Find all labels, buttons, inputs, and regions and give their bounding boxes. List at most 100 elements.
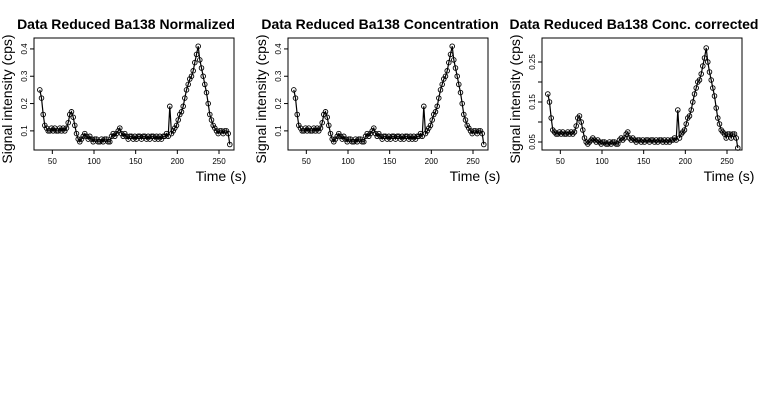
data-point — [366, 133, 372, 140]
data-point — [190, 68, 196, 74]
data-point — [208, 117, 215, 123]
data-point — [153, 133, 160, 140]
data-point — [207, 111, 213, 118]
data-point — [87, 133, 93, 140]
data-point — [573, 123, 579, 129]
data-point — [733, 135, 739, 141]
chart-title: Data Reduced Ba138 Conc. corrected — [510, 16, 759, 32]
data-point — [422, 130, 429, 137]
data-point — [172, 125, 178, 131]
data-point — [165, 133, 171, 140]
data-point — [80, 133, 86, 140]
data-point — [118, 130, 125, 137]
data-point — [168, 130, 175, 137]
data-point — [311, 125, 317, 131]
x-tick-label: 200 — [425, 157, 439, 166]
data-point — [296, 122, 302, 129]
data-point — [681, 127, 688, 133]
data-point — [205, 100, 211, 107]
data-point — [461, 111, 467, 118]
data-point — [85, 136, 91, 142]
data-point — [130, 136, 136, 142]
y-tick-label: 0.15 — [528, 94, 537, 110]
data-point — [376, 130, 382, 137]
data-point — [329, 136, 335, 142]
data-point — [70, 114, 76, 120]
data-point — [82, 130, 88, 137]
data-point — [384, 136, 390, 142]
chart-panel-2: Data Reduced Ba138 Concentration 50 100 150… — [253, 16, 500, 184]
data-point — [447, 51, 454, 58]
data-point — [115, 128, 121, 134]
data-point — [83, 133, 90, 140]
data-point — [688, 107, 694, 113]
data-point — [374, 133, 380, 140]
data-point — [128, 133, 135, 140]
x-tick-label: 250 — [720, 157, 734, 166]
data-point — [334, 133, 340, 140]
data-point — [735, 145, 741, 151]
data-point — [78, 136, 85, 142]
data-point — [162, 133, 168, 140]
data-point — [479, 130, 485, 137]
data-point — [48, 125, 55, 131]
data-point — [292, 95, 299, 101]
data-point — [112, 133, 118, 140]
data-point — [55, 128, 61, 134]
data-point — [439, 81, 445, 88]
data-point — [711, 93, 718, 99]
data-point — [102, 136, 108, 142]
data-point — [103, 136, 110, 142]
data-point — [75, 136, 81, 142]
data-point — [442, 73, 449, 79]
data-point — [182, 95, 188, 101]
data-point — [576, 113, 583, 119]
data-point — [451, 57, 457, 63]
data-point — [369, 128, 375, 134]
data-point — [454, 73, 460, 79]
data-point — [321, 111, 327, 118]
data-point — [686, 113, 693, 119]
data-point — [459, 100, 465, 107]
data-point — [107, 139, 113, 145]
data-point — [337, 133, 344, 140]
data-point — [424, 128, 430, 134]
y-tick-label: 0.3 — [274, 70, 283, 82]
x-tick-label: 100 — [595, 157, 609, 166]
data-point — [227, 141, 233, 148]
data-point — [409, 136, 415, 142]
data-point — [192, 59, 198, 66]
data-point — [456, 81, 462, 88]
y-tick-label: 0.2 — [274, 97, 283, 109]
data-point — [173, 122, 180, 129]
data-point — [198, 65, 205, 71]
data-point — [412, 136, 419, 142]
data-point — [708, 77, 714, 83]
data-point — [314, 125, 320, 131]
data-point — [67, 111, 73, 118]
data-point — [193, 51, 200, 58]
x-tick-label: 50 — [48, 157, 57, 166]
data-point — [155, 136, 161, 142]
data-point — [690, 99, 696, 105]
data-point — [309, 128, 315, 134]
data-point — [40, 111, 46, 118]
data-point — [72, 122, 78, 129]
data-point — [38, 95, 45, 101]
data-point — [397, 136, 404, 142]
data-point — [291, 87, 297, 93]
data-point — [437, 87, 444, 93]
data-point — [150, 133, 156, 140]
data-point — [341, 133, 347, 140]
data-point — [77, 139, 83, 145]
data-point — [170, 128, 176, 134]
data-point — [431, 111, 437, 118]
data-point — [691, 91, 698, 97]
data-point — [195, 43, 201, 49]
data-point — [120, 133, 126, 140]
data-point — [180, 103, 186, 110]
x-tick-label: 250 — [212, 157, 226, 166]
data-point — [143, 136, 150, 142]
data-point — [715, 115, 721, 121]
